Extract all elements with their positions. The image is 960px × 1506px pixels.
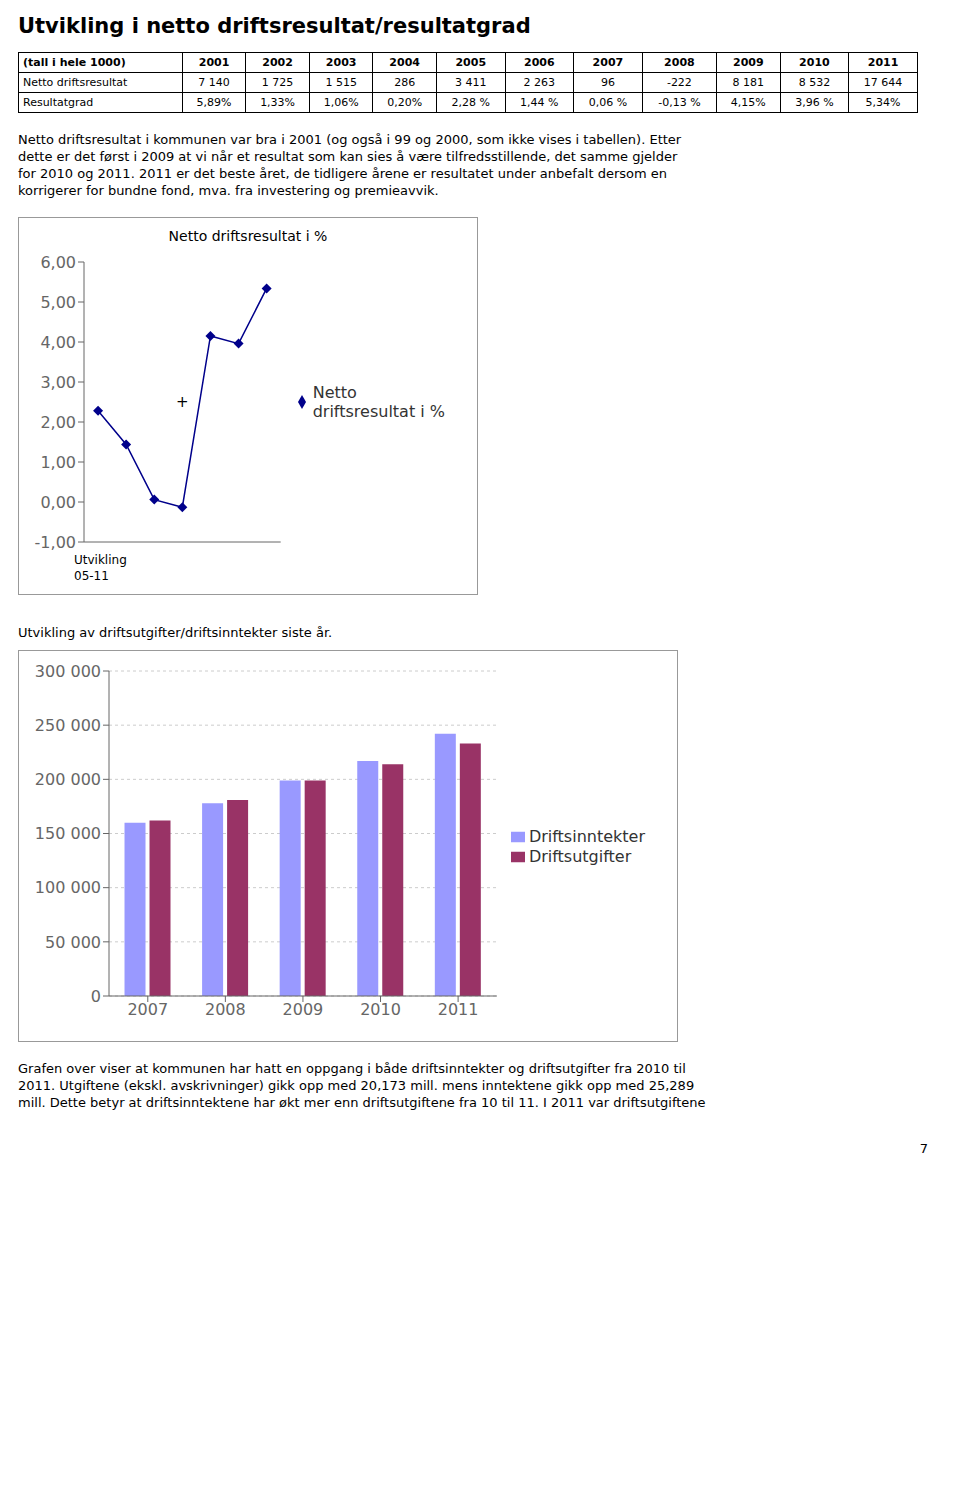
html-text:3 411: 3 411 [455,76,487,89]
html-text:dette er det først i 2009 at v: dette er det først i 2009 at vi når et r… [18,149,678,164]
html-text:(tall i hele 1000): (tall i hele 1000) [23,56,126,69]
html-text:Netto driftsresultat i kommune: Netto driftsresultat i kommunen var bra … [18,132,682,147]
html-text:96: 96 [600,76,615,89]
html-text:2010: 2010 [799,56,830,69]
html-text:2004: 2004 [389,56,420,69]
html-text:2011. Utgiftene (ekskl. avskri: 2011. Utgiftene (ekskl. avskrivninger) g… [18,1078,695,1093]
html-text:Driftsinntekter: Driftsinntekter [528,827,645,846]
html-text:-0,13 %: -0,13 % [658,96,701,109]
html-text:Resultatgrad: Resultatgrad [23,96,94,109]
svg-text:50 000: 50 000 [45,933,101,952]
html-text:1,44 %: 1,44 % [520,96,559,109]
html-text:2008: 2008 [664,56,695,69]
html-text:8 532: 8 532 [798,76,831,89]
html-text:Driftsutgifter: Driftsutgifter [528,847,632,866]
html-text:1 515: 1 515 [325,76,357,89]
html-text:3,96 %: 3,96 % [795,96,834,109]
svg-text:-1,00: -1,00 [35,533,76,552]
html-text:0,06 %: 0,06 % [588,96,628,109]
html-text:Utvikling: Utvikling [74,553,127,567]
html-text:2005: 2005 [455,56,486,69]
svg-text:2010: 2010 [360,1000,401,1019]
svg-text:5,00: 5,00 [40,293,76,312]
html-text:286: 286 [394,76,416,89]
html-text:1 725: 1 725 [261,76,294,89]
html-text:2001: 2001 [198,56,230,69]
svg-text:0,00: 0,00 [40,493,76,512]
html-text:2011: 2011 [867,56,899,69]
svg-text:200 000: 200 000 [35,770,101,789]
html-text:5,34%: 5,34% [865,96,901,109]
svg-text:150 000: 150 000 [35,824,101,843]
svg-text:0: 0 [91,987,101,1006]
html-text:1,06%: 1,06% [323,96,359,109]
html-text:17 644: 17 644 [863,76,903,89]
html-text:-222: -222 [666,76,692,89]
html-text:0,20%: 0,20% [387,96,423,109]
html-text:05-11: 05-11 [74,569,109,583]
html-text:2006: 2006 [524,56,555,69]
html-text:Grafen over viser at kommunen: Grafen over viser at kommunen har hatt e… [18,1061,686,1076]
html-text:2002: 2002 [262,56,293,69]
html-text:Netto: Netto [312,383,357,402]
svg-text:3,00: 3,00 [40,373,76,392]
html-text:2003: 2003 [325,56,357,69]
svg-text:+: + [176,393,189,411]
html-text:8 181: 8 181 [732,76,765,89]
svg-text:300 000: 300 000 [35,662,101,681]
html-text:mill. Dette betyr at driftsinn: mill. Dette betyr at driftsinntektene ha… [18,1095,706,1110]
html-text:Netto driftsresultat i %: Netto driftsresultat i % [168,228,328,244]
html-text:driftsresultat i %: driftsresultat i % [312,402,445,421]
html-text:2009: 2009 [733,56,764,69]
svg-text:1,00: 1,00 [40,453,76,472]
html-text:Utvikling av driftsutgifter/dr: Utvikling av driftsutgifter/driftsinntek… [18,625,333,640]
svg-text:100 000: 100 000 [35,878,101,897]
html-text:Netto driftsresultat: Netto driftsresultat [23,76,128,89]
svg-text:2,00: 2,00 [40,413,76,432]
html-text:5,89%: 5,89% [196,96,232,109]
html-text:7 140: 7 140 [198,76,230,89]
svg-text:6,00: 6,00 [40,253,76,272]
html-text:2 263: 2 263 [523,76,556,89]
html-text:2007: 2007 [592,56,624,69]
html-text:for 2010 og 2011. 2011 er det: for 2010 og 2011. 2011 er det beste året… [18,166,668,181]
html-text:1,33%: 1,33% [260,96,296,109]
html-text:7: 7 [919,1141,928,1156]
html-text:2,28 %: 2,28 % [451,96,490,109]
svg-text:250 000: 250 000 [35,716,101,735]
svg-text:2009: 2009 [283,1000,324,1019]
html-text:4,15%: 4,15% [730,96,766,109]
svg-text:2008: 2008 [205,1000,246,1019]
html-text:Utvikling i netto driftsresult: Utvikling i netto driftsresultat/resulta… [18,14,531,38]
html-text:korrigerer for bundne fond, mv: korrigerer for bundne fond, mva. fra inv… [18,183,439,198]
svg-text:2007: 2007 [127,1000,168,1019]
svg-text:4,00: 4,00 [40,333,76,352]
svg-text:2011: 2011 [438,1000,479,1019]
